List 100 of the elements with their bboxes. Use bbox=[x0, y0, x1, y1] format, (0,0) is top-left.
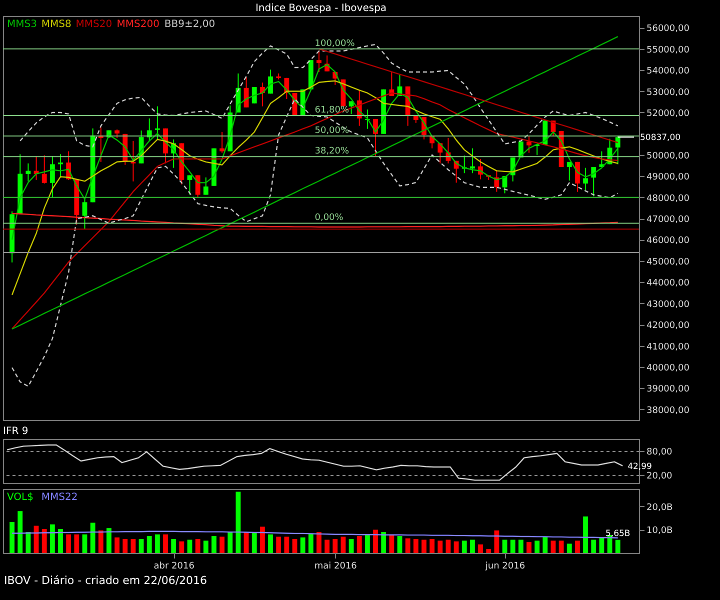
annotation: 38,20% bbox=[314, 146, 350, 157]
bar bbox=[373, 530, 378, 553]
bar bbox=[252, 532, 257, 553]
bar bbox=[98, 530, 104, 553]
bar bbox=[574, 540, 580, 553]
bar bbox=[615, 540, 620, 553]
bar bbox=[413, 539, 418, 553]
series-label: VOL$ bbox=[7, 492, 34, 503]
bar bbox=[510, 540, 516, 553]
candlestick bbox=[252, 86, 257, 104]
candlestick bbox=[583, 167, 588, 191]
bar bbox=[316, 532, 322, 553]
bar bbox=[486, 549, 492, 553]
text: MMS200 bbox=[116, 19, 160, 30]
bar bbox=[478, 544, 483, 553]
bar bbox=[446, 540, 451, 553]
bar bbox=[430, 539, 435, 553]
bar bbox=[220, 536, 225, 553]
candlestick bbox=[268, 69, 273, 94]
bar bbox=[114, 537, 120, 553]
bar bbox=[130, 539, 136, 553]
bar bbox=[591, 540, 596, 553]
text: MMS20 bbox=[76, 19, 112, 30]
bar bbox=[292, 539, 298, 553]
line-series bbox=[6, 444, 624, 481]
bar bbox=[122, 539, 128, 553]
bar bbox=[18, 511, 23, 553]
bar bbox=[82, 534, 88, 553]
line-series bbox=[11, 98, 618, 387]
y-tick-label: 54000,00 bbox=[646, 66, 690, 77]
y-tick-label: 39000,00 bbox=[646, 384, 690, 395]
candlestick bbox=[203, 176, 208, 196]
text: MMS22 bbox=[41, 492, 78, 503]
bar bbox=[74, 534, 80, 553]
y-tick-label: 47000,00 bbox=[646, 215, 690, 226]
bar bbox=[50, 524, 55, 553]
bar bbox=[276, 536, 282, 553]
bar bbox=[26, 532, 31, 553]
bar bbox=[397, 536, 402, 553]
y-tick-label: 43000,00 bbox=[646, 300, 690, 310]
bar bbox=[566, 544, 572, 553]
data-label: 42,99 bbox=[628, 462, 652, 472]
y-tick-label: 10,0B bbox=[646, 526, 673, 536]
candlestick bbox=[526, 136, 532, 154]
y-tick-label: 20,00 bbox=[646, 472, 673, 482]
bar bbox=[66, 534, 72, 553]
annotation: 0,00% bbox=[314, 213, 344, 224]
bar bbox=[340, 536, 346, 553]
bar bbox=[58, 529, 63, 553]
candlestick bbox=[599, 150, 604, 168]
bar bbox=[364, 535, 370, 553]
candlestick bbox=[130, 140, 136, 182]
bar bbox=[324, 540, 330, 553]
candlestick bbox=[220, 132, 225, 154]
y-tick-label: 20,0B bbox=[646, 502, 673, 513]
y-tick-label: 44000,00 bbox=[646, 278, 690, 289]
candlestick bbox=[154, 106, 160, 140]
bar bbox=[154, 534, 160, 553]
candlestick bbox=[348, 100, 354, 114]
candlestick bbox=[50, 155, 55, 198]
bar bbox=[146, 536, 152, 553]
bar bbox=[90, 522, 96, 553]
candlestick bbox=[42, 154, 47, 184]
ref-line-label: 50837,00 bbox=[640, 133, 681, 144]
annotation: 100,00% bbox=[314, 38, 356, 49]
chart-title: Indice Bovespa - Ibovespa bbox=[255, 3, 387, 14]
bar bbox=[454, 541, 459, 553]
text: BB9±2,00 bbox=[164, 19, 216, 30]
bar bbox=[470, 540, 475, 553]
bar bbox=[284, 536, 290, 553]
chart-title: IFR 9 bbox=[3, 426, 28, 437]
y-tick-label: 46000,00 bbox=[646, 236, 690, 246]
bar bbox=[438, 540, 443, 553]
bar bbox=[10, 522, 14, 553]
bar bbox=[236, 492, 241, 553]
candlestick bbox=[615, 136, 620, 165]
candlestick bbox=[82, 198, 88, 230]
bar bbox=[599, 537, 604, 553]
text: MMS8 bbox=[41, 19, 72, 30]
bar bbox=[526, 542, 532, 553]
candlestick bbox=[470, 148, 475, 174]
y-tick-label: 38000,00 bbox=[646, 406, 690, 416]
bar bbox=[381, 532, 386, 553]
candlestick bbox=[574, 161, 580, 192]
bar bbox=[171, 539, 176, 553]
bar bbox=[534, 540, 540, 553]
y-tick-label: 41000,00 bbox=[646, 342, 690, 352]
bar bbox=[542, 536, 548, 553]
text: IBOV - Diário - criado em 22/06/2016 bbox=[3, 573, 208, 588]
bar bbox=[356, 536, 362, 553]
x-tick-label: abr 2016 bbox=[154, 562, 195, 572]
text: MMS3 bbox=[7, 19, 37, 30]
bar bbox=[187, 540, 192, 553]
y-tick-label: 55000,00 bbox=[646, 45, 690, 56]
bar bbox=[195, 539, 200, 553]
bar bbox=[494, 530, 500, 553]
bar bbox=[462, 540, 467, 553]
y-tick-label: 40000,00 bbox=[646, 363, 690, 374]
line-series bbox=[11, 36, 618, 330]
candlestick bbox=[58, 154, 63, 178]
